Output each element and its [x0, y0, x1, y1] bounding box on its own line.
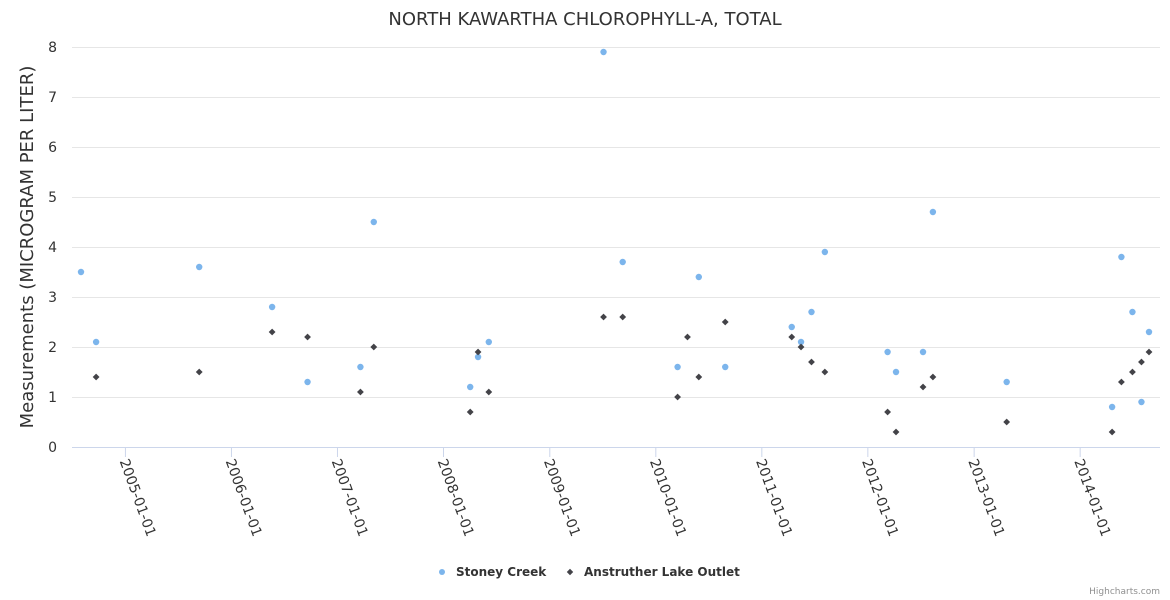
- data-point[interactable]: [1108, 428, 1116, 436]
- data-point[interactable]: [808, 358, 815, 366]
- data-point[interactable]: [929, 208, 937, 216]
- data-point[interactable]: [304, 378, 311, 386]
- data-point[interactable]: [797, 343, 805, 351]
- data-point[interactable]: [77, 268, 85, 276]
- data-point[interactable]: [92, 373, 100, 381]
- data-point[interactable]: [788, 323, 795, 331]
- y-tick-label: 1: [48, 390, 57, 406]
- y-tick-label: 4: [48, 240, 57, 256]
- data-point[interactable]: [722, 363, 729, 371]
- data-point[interactable]: [1003, 418, 1011, 426]
- data-point[interactable]: [1118, 253, 1125, 261]
- data-point[interactable]: [1003, 378, 1010, 386]
- data-point[interactable]: [485, 388, 493, 396]
- y-axis-label: Measurements (MICROGRAM PER LITER): [17, 66, 38, 429]
- data-point[interactable]: [304, 333, 311, 341]
- data-point[interactable]: [1145, 328, 1153, 336]
- data-point[interactable]: [195, 368, 203, 376]
- legend-symbol: [566, 568, 574, 576]
- data-point[interactable]: [1129, 308, 1136, 316]
- legend: Stoney Creek Anstruther Lake Outlet: [439, 565, 740, 579]
- y-tick-label: 3: [48, 290, 57, 306]
- data-point[interactable]: [600, 313, 607, 321]
- legend-item-anstruther-lake-outlet[interactable]: Anstruther Lake Outlet: [566, 565, 740, 579]
- legend-symbol: [439, 569, 445, 575]
- data-point[interactable]: [821, 368, 829, 376]
- data-point[interactable]: [474, 353, 482, 361]
- data-point[interactable]: [919, 348, 927, 356]
- data-point[interactable]: [884, 408, 891, 416]
- plot-area: [77, 48, 1153, 436]
- data-point[interactable]: [808, 308, 815, 316]
- data-point[interactable]: [92, 338, 100, 346]
- data-point[interactable]: [684, 333, 691, 341]
- y-tick-label: 7: [48, 90, 57, 106]
- legend-label: Anstruther Lake Outlet: [584, 565, 740, 579]
- data-point[interactable]: [619, 313, 627, 321]
- data-point[interactable]: [1145, 348, 1153, 356]
- legend-item-stoney-creek[interactable]: Stoney Creek: [439, 565, 547, 579]
- data-point[interactable]: [721, 318, 729, 326]
- data-point[interactable]: [674, 393, 681, 401]
- data-point[interactable]: [466, 408, 474, 416]
- data-point[interactable]: [1138, 358, 1145, 366]
- data-point[interactable]: [884, 348, 891, 356]
- data-point[interactable]: [929, 373, 937, 381]
- legend-label: Stoney Creek: [456, 565, 547, 579]
- y-tick-label: 6: [48, 140, 57, 156]
- data-point[interactable]: [892, 428, 900, 436]
- data-point[interactable]: [619, 258, 626, 266]
- y-tick-label: 8: [48, 40, 57, 56]
- data-point[interactable]: [892, 368, 900, 376]
- y-axis-ticks: 0 1 2 3 4 5 6 7 8: [48, 40, 57, 456]
- data-point[interactable]: [695, 373, 703, 381]
- y-tick-label: 0: [48, 440, 57, 456]
- data-point[interactable]: [1108, 403, 1116, 411]
- y-tick-label: 2: [48, 340, 57, 356]
- data-point[interactable]: [357, 388, 364, 396]
- data-point[interactable]: [1118, 378, 1125, 386]
- credits-link[interactable]: Highcharts.com: [1089, 587, 1160, 597]
- data-point[interactable]: [1138, 398, 1145, 406]
- data-point[interactable]: [1129, 368, 1136, 376]
- series-stoney-creek: [77, 48, 1153, 411]
- data-point[interactable]: [919, 383, 927, 391]
- data-point[interactable]: [821, 248, 829, 256]
- data-point[interactable]: [695, 273, 702, 281]
- data-point[interactable]: [268, 303, 276, 311]
- data-point[interactable]: [196, 263, 203, 271]
- data-point[interactable]: [485, 338, 492, 346]
- data-point[interactable]: [674, 363, 681, 371]
- gridlines: [72, 47, 1160, 398]
- data-point[interactable]: [474, 348, 482, 356]
- data-point[interactable]: [370, 218, 377, 226]
- chart-title: NORTH KAWARTHA CHLOROPHYLL-A, TOTAL: [388, 9, 781, 30]
- data-point[interactable]: [600, 48, 607, 56]
- data-point[interactable]: [797, 338, 805, 346]
- data-point[interactable]: [467, 383, 474, 391]
- data-point[interactable]: [357, 363, 364, 371]
- data-point[interactable]: [268, 328, 276, 336]
- data-point[interactable]: [788, 333, 796, 341]
- y-tick-label: 5: [48, 190, 57, 206]
- series-anstruther-lake-outlet: [92, 313, 1153, 436]
- data-point[interactable]: [370, 343, 378, 351]
